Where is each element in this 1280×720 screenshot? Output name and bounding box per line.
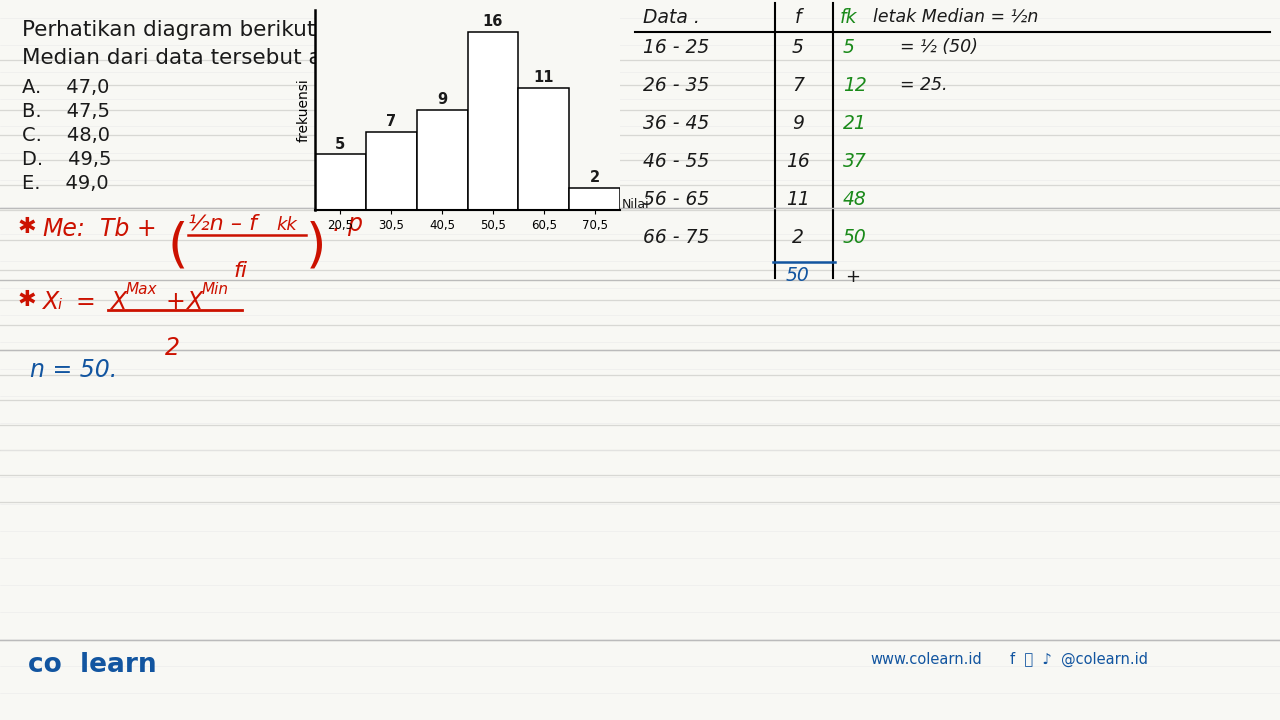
Text: n = 50.: n = 50. — [29, 358, 118, 382]
Text: B.    47,5: B. 47,5 — [22, 102, 110, 121]
Text: Nilai: Nilai — [622, 198, 650, 211]
Text: ✱: ✱ — [18, 217, 37, 237]
Text: (: ( — [168, 221, 188, 273]
Text: Perhatikan diagram berikut!: Perhatikan diagram berikut! — [22, 20, 324, 40]
Text: 50: 50 — [844, 228, 867, 247]
Text: 26 - 35: 26 - 35 — [643, 76, 709, 95]
Text: 11: 11 — [786, 190, 810, 209]
Text: 9: 9 — [436, 92, 447, 107]
Text: 2: 2 — [165, 336, 180, 360]
Bar — [417, 110, 467, 210]
Text: Data .: Data . — [643, 8, 700, 27]
Text: 46 - 55: 46 - 55 — [643, 152, 709, 171]
Text: kk: kk — [276, 216, 297, 234]
Text: 7: 7 — [387, 114, 397, 130]
Text: 66 - 75: 66 - 75 — [643, 228, 709, 247]
Text: letak Median = ½n: letak Median = ½n — [873, 8, 1038, 26]
Text: +: + — [166, 290, 186, 314]
Text: fi: fi — [233, 261, 247, 281]
Text: 5: 5 — [792, 38, 804, 57]
Bar — [366, 132, 417, 210]
Text: D.    49,5: D. 49,5 — [22, 150, 111, 169]
Text: ½n – f: ½n – f — [188, 214, 257, 234]
Text: Tb +: Tb + — [100, 217, 156, 241]
Text: 16 - 25: 16 - 25 — [643, 38, 709, 57]
Text: 2: 2 — [590, 170, 599, 185]
Text: Me:: Me: — [42, 217, 84, 241]
Text: 50: 50 — [786, 266, 810, 285]
Text: . p: . p — [333, 212, 364, 236]
Text: 37: 37 — [844, 152, 867, 171]
Text: 11: 11 — [534, 70, 554, 85]
Text: www.colearn.id: www.colearn.id — [870, 652, 982, 667]
Text: 9: 9 — [792, 114, 804, 133]
Text: 16: 16 — [786, 152, 810, 171]
Text: C.    48,0: C. 48,0 — [22, 126, 110, 145]
Text: 16: 16 — [483, 14, 503, 30]
Text: 48: 48 — [844, 190, 867, 209]
Text: 5: 5 — [844, 38, 855, 57]
Text: =: = — [76, 290, 95, 314]
Text: 12: 12 — [844, 76, 867, 95]
Text: 36 - 45: 36 - 45 — [643, 114, 709, 133]
Bar — [570, 188, 620, 210]
Text: = ½ (50): = ½ (50) — [900, 38, 978, 56]
Text: 7: 7 — [792, 76, 804, 95]
Y-axis label: frekuensi: frekuensi — [297, 78, 311, 142]
Text: 56 - 65: 56 - 65 — [643, 190, 709, 209]
Text: Xᵢ: Xᵢ — [42, 290, 63, 314]
Text: Median dari data tersebut adalah: Median dari data tersebut adalah — [22, 48, 381, 68]
Bar — [315, 155, 366, 210]
Text: co  learn: co learn — [28, 652, 156, 678]
Text: ✱: ✱ — [18, 290, 37, 310]
Text: +: + — [845, 268, 860, 286]
Text: f  ⓞ  ♪  @colearn.id: f ⓞ ♪ @colearn.id — [1010, 652, 1148, 667]
Bar — [467, 32, 518, 210]
Text: Max: Max — [125, 282, 157, 297]
Text: 21: 21 — [844, 114, 867, 133]
Text: = 25.: = 25. — [900, 76, 947, 94]
Text: 5: 5 — [335, 137, 346, 152]
Text: 2: 2 — [792, 228, 804, 247]
Text: X: X — [186, 290, 202, 314]
Text: Min: Min — [202, 282, 229, 297]
Text: ): ) — [306, 221, 326, 273]
Text: A.    47,0: A. 47,0 — [22, 78, 109, 97]
Text: E.    49,0: E. 49,0 — [22, 174, 109, 193]
Text: fk: fk — [840, 8, 858, 27]
Bar — [518, 88, 570, 210]
Text: X: X — [110, 290, 127, 314]
Text: f: f — [795, 8, 801, 27]
